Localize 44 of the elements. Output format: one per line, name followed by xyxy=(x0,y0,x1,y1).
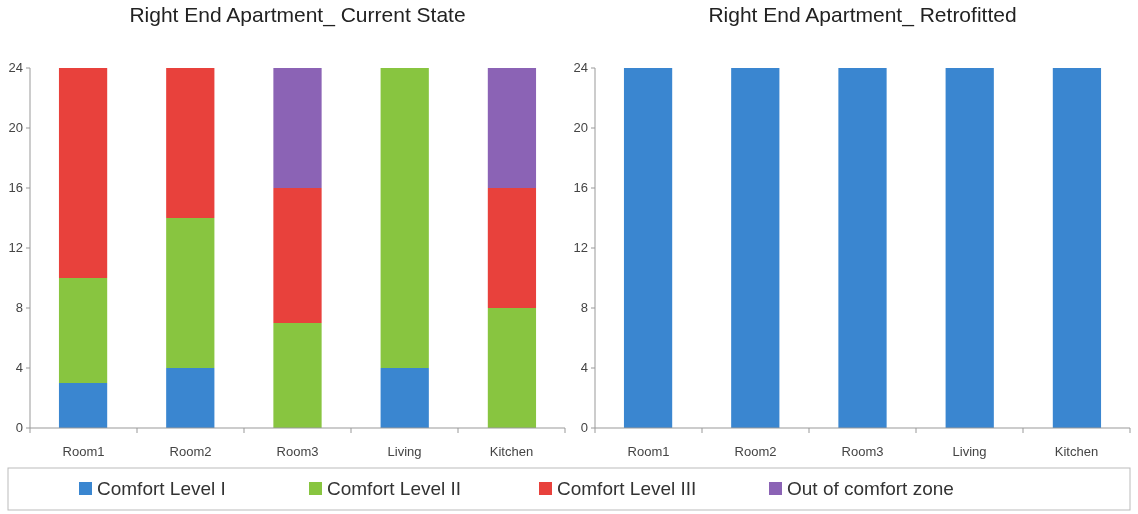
y-tick-label: 20 xyxy=(8,120,23,135)
bar xyxy=(166,368,215,428)
y-tick-label: 0 xyxy=(15,420,23,435)
bar xyxy=(58,278,108,383)
legend-label: Out of comfort zone xyxy=(787,478,954,499)
y-tick-label: 12 xyxy=(8,240,23,255)
bar xyxy=(58,383,108,428)
bar xyxy=(380,368,429,428)
x-tick-label: Living xyxy=(387,444,422,459)
bar xyxy=(487,68,537,188)
y-tick-label: 4 xyxy=(15,360,23,375)
bar xyxy=(58,68,108,278)
bar xyxy=(273,323,322,428)
y-tick-label: 12 xyxy=(573,240,588,255)
bar xyxy=(487,188,537,308)
x-tick-label: Living xyxy=(952,444,987,459)
x-tick-label: Room1 xyxy=(627,444,670,459)
x-tick-label: Room2 xyxy=(734,444,777,459)
y-tick-label: 16 xyxy=(573,180,588,195)
x-tick-label: Kitchen xyxy=(1054,444,1099,459)
legend-label: Comfort Level I xyxy=(97,478,226,499)
y-tick-label: 24 xyxy=(573,60,588,75)
bar xyxy=(380,68,429,368)
bar xyxy=(166,218,215,368)
y-tick-label: 4 xyxy=(580,360,588,375)
chart-title: Right End Apartment_ Retrofitted xyxy=(708,3,1017,27)
x-tick-label: Room2 xyxy=(169,444,212,459)
bar xyxy=(273,188,322,323)
x-tick-label: Room3 xyxy=(841,444,884,459)
y-tick-label: 20 xyxy=(573,120,588,135)
y-tick-label: 0 xyxy=(580,420,588,435)
y-tick-label: 8 xyxy=(580,300,588,315)
bar xyxy=(166,68,215,218)
y-tick-label: 24 xyxy=(8,60,23,75)
legend-label: Comfort Level III xyxy=(557,478,697,499)
x-tick-label: Room1 xyxy=(62,444,105,459)
y-tick-label: 16 xyxy=(8,180,23,195)
legend-label: Comfort Level II xyxy=(327,478,462,499)
x-tick-label: Room3 xyxy=(276,444,319,459)
bar xyxy=(487,308,537,428)
x-tick-label: Kitchen xyxy=(489,444,534,459)
chart-title: Right End Apartment_ Current State xyxy=(129,3,466,27)
y-tick-label: 8 xyxy=(15,300,23,315)
bar xyxy=(273,68,322,188)
